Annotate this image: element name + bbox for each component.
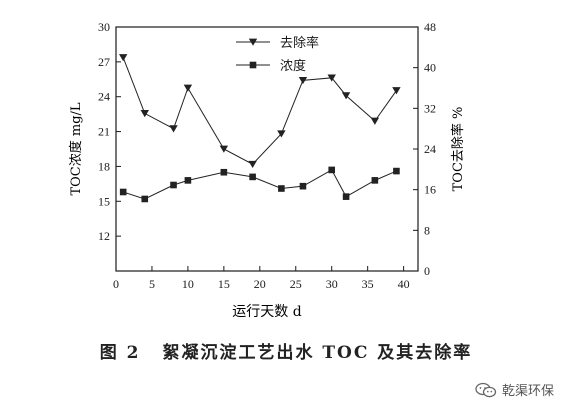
y-right-tick-label: 16 [424,183,436,197]
x-tick-label: 20 [254,277,266,291]
point-concentration [170,181,177,189]
point-removal-rate [169,125,178,133]
y-left-tick-label: 24 [98,90,110,104]
series-line-removal-rate [122,57,397,165]
point-removal-rate [327,74,336,82]
watermark: 乾渠环保 [475,380,554,399]
point-removal-rate [298,77,308,85]
y-left-tick-label: 27 [98,55,110,69]
point-concentration [393,167,400,175]
point-removal-rate [277,130,286,138]
point-concentration [141,195,149,203]
figure-title: 絮凝沉淀工艺出水 TOC 及其去除率 [162,343,473,363]
point-removal-rate [341,92,351,100]
series-layer [118,54,401,203]
point-removal-rate [183,84,193,92]
point-concentration [299,182,307,190]
x-tick-label: 10 [182,277,194,291]
x-tick-label: 0 [113,277,119,291]
point-removal-rate [248,160,257,169]
wechat-icon [475,382,497,397]
y-right-tick-label: 0 [424,264,430,278]
watermark-text: 乾渠环保 [501,384,554,399]
y-left-tick-label: 18 [98,159,110,173]
point-concentration [249,173,256,181]
point-concentration [328,166,336,174]
point-removal-rate [370,117,380,125]
legend-label-removal-rate: 去除率 [280,35,319,51]
point-concentration [278,185,285,192]
x-tick-label: 5 [149,277,155,291]
point-concentration [371,177,379,184]
y-right-tick-label: 48 [424,20,436,34]
y-right-tick-label: 8 [424,223,430,237]
figure-caption: 图 2 絮凝沉淀工艺出水 TOC 及其去除率 [0,338,572,363]
y-left-tick-label: 15 [98,194,110,208]
x-tick-label: 35 [362,277,374,291]
series-line-concentration [123,169,397,200]
legend-label-concentration: 浓度 [280,58,306,74]
point-concentration [119,188,127,196]
y-right-tick-label: 40 [424,61,436,75]
point-removal-rate [140,110,149,118]
point-removal-rate [219,145,229,153]
y-right-tick-label: 24 [424,142,436,156]
point-removal-rate [392,87,401,95]
y-right-tick-label: 32 [424,101,436,115]
point-concentration [184,177,192,184]
y-axis-left-label: TOC浓度 mg/L [68,102,84,195]
legend-marker-removal-rate [248,38,258,46]
y-left-tick-label: 21 [98,125,110,139]
x-tick-label: 30 [326,277,338,291]
point-removal-rate [118,54,128,62]
axes: 0 5 10 15 20 25 30 35 40 12 15 18 21 24 27 30 0 8 16 24 32 40… [98,20,436,291]
y-axis-right-label: TOC去除率 % [450,107,466,192]
x-tick-label: 15 [218,277,230,291]
y-left-tick-label: 30 [98,20,110,34]
y-left-tick-label: 12 [98,229,110,243]
point-concentration [220,168,228,176]
x-tick-label: 25 [290,277,302,291]
x-tick-label: 40 [398,277,410,291]
legend-marker-concentration [249,61,257,69]
point-concentration [342,193,350,200]
x-axis-label: 运行天数 d [232,304,301,320]
figure-number: 图 2 [99,343,141,363]
